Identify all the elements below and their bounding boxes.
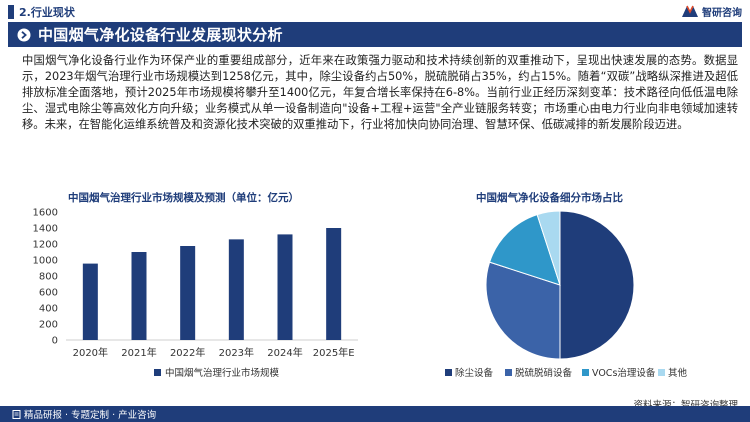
page-title: 中国烟气净化设备行业发展现状分析 (38, 26, 283, 44)
footer-bar: 精品研报 · 专题定制 · 产业咨询 (0, 406, 750, 422)
y-tick-label: 0 (52, 336, 58, 347)
x-tick-label: 2021年 (121, 346, 156, 359)
legend-label: 其他 (668, 367, 688, 379)
bar-chart-title: 中国烟气治理行业市场规模及预测（单位：亿元） (68, 192, 299, 204)
legend-label: 脱硫脱硝设备 (515, 367, 573, 379)
y-tick-label: 400 (39, 304, 58, 315)
document-icon (12, 409, 21, 419)
x-tick-label: 2025年E (313, 346, 355, 359)
footer-services: 精品研报 · 专题定制 · 产业咨询 (24, 410, 157, 421)
y-tick-label: 800 (39, 272, 58, 283)
header-strip: 2.行业现状 智研咨询 (0, 0, 750, 22)
bar (228, 239, 244, 340)
bar (326, 228, 342, 340)
x-tick-label: 2020年 (73, 346, 108, 359)
brand: 智研咨询 (681, 3, 742, 19)
x-tick-label: 2023年 (219, 346, 254, 359)
y-tick-label: 1600 (33, 208, 58, 219)
bar (131, 252, 147, 340)
bar-chart: 0 200 400 600 800 1000 1200 1400 1600 2020年 2021年 2… (33, 208, 358, 379)
bar (82, 263, 98, 340)
y-tick-label: 1400 (33, 224, 58, 235)
section-label: 2.行业现状 (19, 5, 75, 19)
title-banner: 中国烟气净化设备行业发展现状分析 (8, 22, 742, 47)
legend-swatch (658, 369, 665, 376)
legend-swatch (505, 369, 512, 376)
pie-slice (485, 261, 561, 360)
legend-label: 中国烟气治理行业市场规模 (165, 367, 280, 379)
analysis-paragraph: 中国烟气净化设备行业作为环保产业的重要组成部分，近年来在政策强力驱动和技术持续创… (22, 54, 738, 131)
legend-swatch (154, 369, 161, 376)
legend-swatch (445, 369, 452, 376)
legend-label: VOCs治理设备 (592, 367, 656, 379)
legend-label: 除尘设备 (455, 367, 494, 379)
pie-slice (536, 210, 561, 286)
source-note: 资料来源：智研咨询整理 (633, 397, 738, 411)
pie-chart: 除尘设备 脱硫脱硝设备 VOCs治理设备 其他 (445, 210, 688, 379)
section-marker (8, 4, 14, 19)
arrow-right-icon (17, 28, 31, 41)
legend-swatch (582, 369, 589, 376)
y-tick-label: 1000 (33, 256, 58, 267)
x-tick-label: 2022年 (170, 346, 205, 359)
brand-logo-icon (682, 5, 698, 17)
y-tick-label: 600 (39, 288, 58, 299)
section-heading: 2.行业现状 (8, 4, 75, 19)
y-tick-label: 1200 (33, 240, 58, 251)
pie-slice (559, 210, 635, 360)
pie-chart-title: 中国烟气净化设备细分市场占比 (476, 192, 623, 204)
bar (180, 246, 196, 340)
brand-name: 智研咨询 (702, 7, 742, 19)
footer: 资料来源：智研咨询整理 (0, 397, 750, 422)
y-tick-label: 200 (39, 320, 58, 331)
bar (277, 234, 293, 340)
x-tick-label: 2024年 (267, 346, 302, 359)
